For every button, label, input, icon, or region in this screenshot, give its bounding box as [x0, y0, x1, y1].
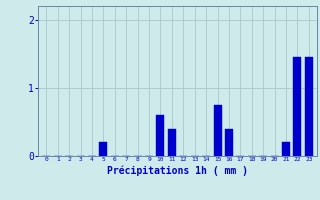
Bar — [293, 57, 301, 156]
Bar — [213, 105, 221, 156]
Bar — [100, 142, 108, 156]
Bar — [225, 129, 233, 156]
Bar — [168, 129, 176, 156]
Bar — [156, 115, 164, 156]
Bar — [282, 142, 290, 156]
X-axis label: Précipitations 1h ( mm ): Précipitations 1h ( mm ) — [107, 165, 248, 176]
Bar — [305, 57, 313, 156]
